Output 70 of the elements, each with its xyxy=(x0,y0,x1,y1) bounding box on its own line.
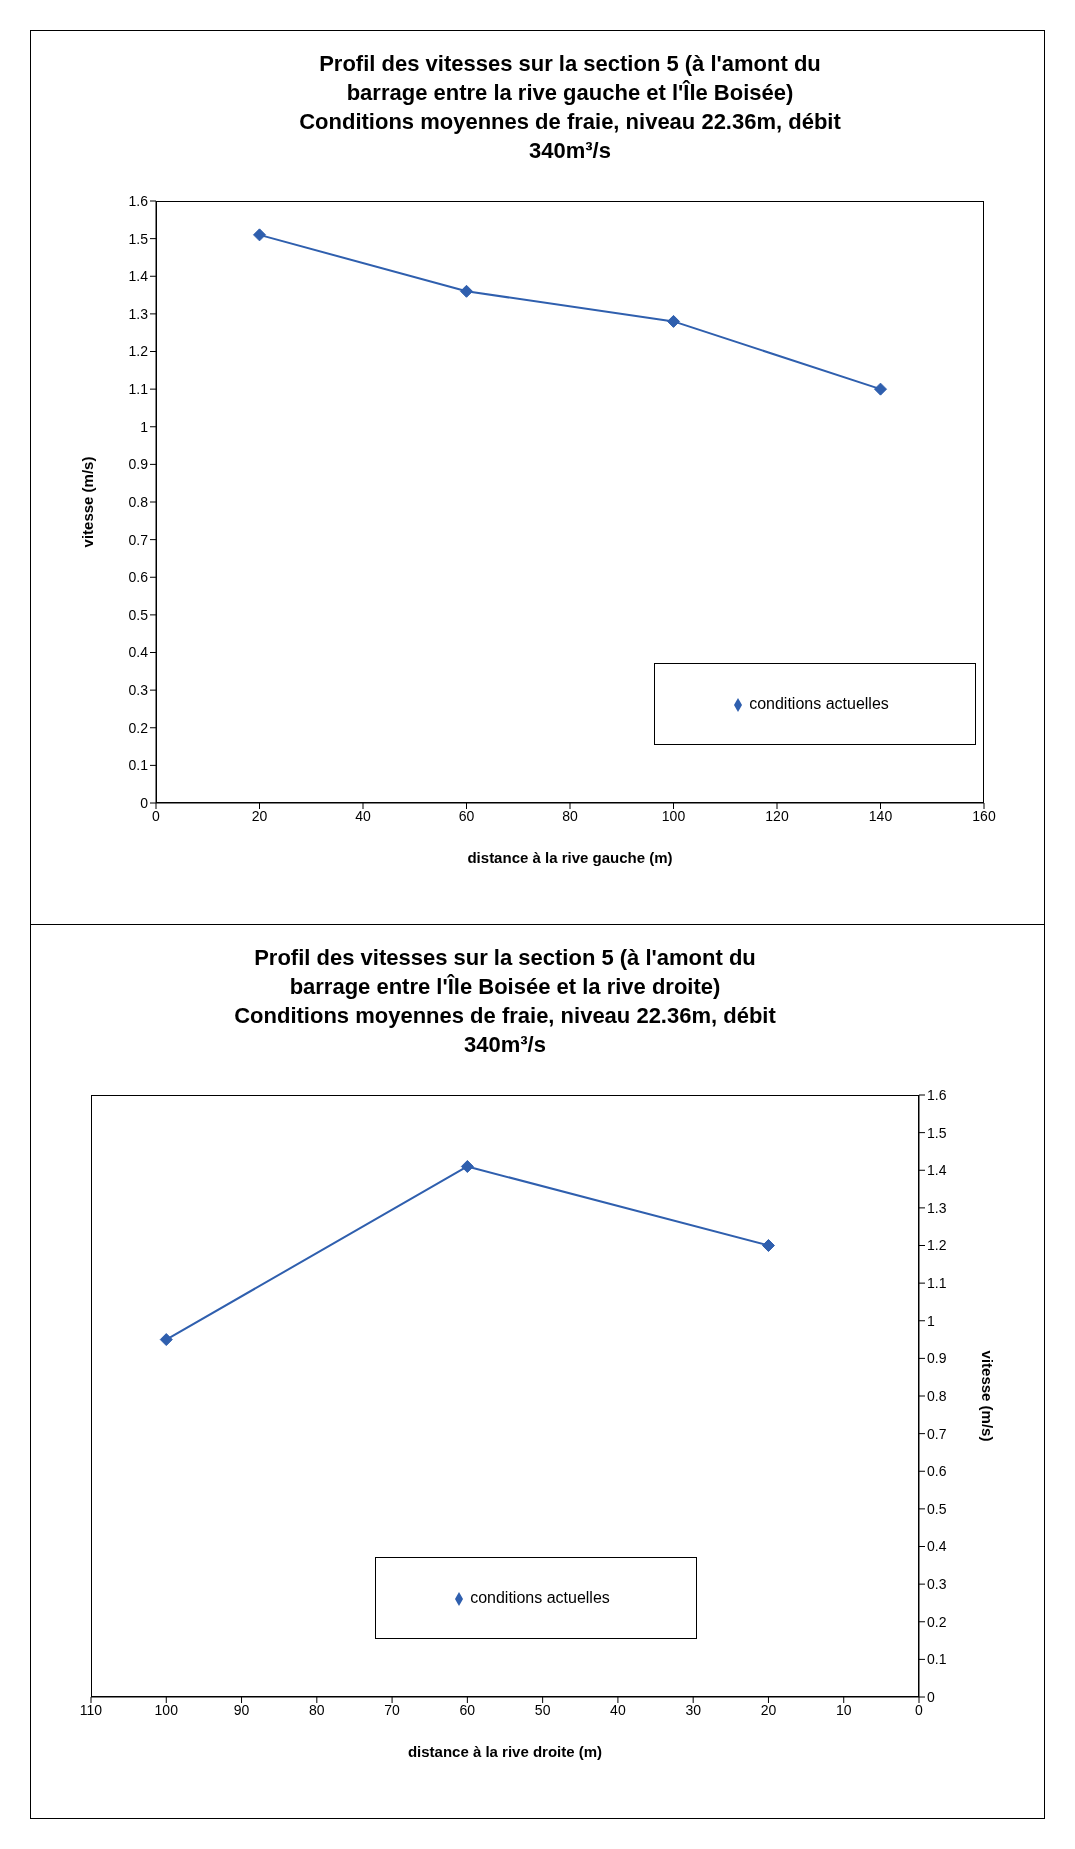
x-tick-label: 70 xyxy=(384,1701,401,1718)
chart-title: Profil des vitesses sur la section 5 (à l'amont du barrage entre l'Île Boisée et la rive droite) Conditions moyennes de fraie, niveau 22.36m, débit 340m³/s xyxy=(233,944,777,1059)
x-tick-label: 80 xyxy=(309,1701,325,1718)
y-tick-label: 1.5 xyxy=(927,1124,947,1141)
y-tick-label: 0.4 xyxy=(128,644,149,661)
y-tick-label: 1.1 xyxy=(927,1275,947,1292)
y-tick-label: 1 xyxy=(927,1312,935,1329)
point xyxy=(460,284,473,298)
x-tick-label: 90 xyxy=(233,1701,250,1718)
y-tick-label: 0.2 xyxy=(927,1613,947,1630)
point xyxy=(874,382,887,396)
y-tick-label: 0.5 xyxy=(128,606,149,623)
y-tick-label: 1.2 xyxy=(927,1237,947,1254)
legend-label: conditions actuelles xyxy=(749,695,889,712)
x-tick-label: 60 xyxy=(459,1701,476,1718)
point xyxy=(253,228,266,242)
x-tick-label: 0 xyxy=(915,1701,924,1718)
x-tick-label: 20 xyxy=(760,1701,777,1718)
y-tick-label: 0.7 xyxy=(927,1425,947,1442)
x-tick-label: 10 xyxy=(835,1701,852,1718)
y-tick-label: 0.2 xyxy=(128,719,149,736)
y-tick-label: 1 xyxy=(140,418,149,435)
y-tick-label: 0 xyxy=(927,1688,935,1705)
x-tick-label: 120 xyxy=(765,807,789,824)
x-tick-label: 100 xyxy=(154,1701,179,1718)
y-tick-label: 0.1 xyxy=(927,1651,947,1668)
y-tick-label: 0.7 xyxy=(128,531,149,548)
y-tick-label: 0 xyxy=(140,794,149,811)
y-tick-label: 0.9 xyxy=(927,1350,947,1367)
y-tick-label: 0.6 xyxy=(927,1463,947,1480)
y-tick-label: 0.8 xyxy=(927,1387,947,1404)
y-tick-label: 0.3 xyxy=(128,682,149,699)
y-axis-title: vitesse (m/s) xyxy=(79,456,97,548)
y-tick-label: 1.6 xyxy=(128,192,149,209)
y-axis-title: vitesse (m/s) xyxy=(978,1350,996,1442)
x-tick-label: 160 xyxy=(972,807,996,824)
y-tick-label: 0.8 xyxy=(128,493,149,510)
x-tick-label: 50 xyxy=(534,1701,551,1718)
x-tick-label: 110 xyxy=(79,1701,103,1718)
y-tick-label: 0.5 xyxy=(927,1500,947,1517)
point xyxy=(159,1333,173,1347)
y-tick-label: 1.3 xyxy=(927,1199,947,1216)
x-tick-label: 0 xyxy=(152,807,161,824)
y-tick-label: 1.2 xyxy=(128,343,149,360)
y-tick-label: 0.6 xyxy=(128,569,149,586)
y-tick-label: 0.3 xyxy=(927,1576,947,1593)
x-tick-label: 20 xyxy=(251,807,268,824)
x-tick-label: 100 xyxy=(661,807,686,824)
y-tick-label: 1.6 xyxy=(927,1086,947,1103)
y-tick-label: 0.9 xyxy=(128,456,149,473)
point xyxy=(761,1239,775,1252)
x-tick-label: 30 xyxy=(685,1701,702,1718)
y-tick-label: 1.3 xyxy=(128,305,149,322)
chart-title: Profil des vitesses sur la section 5 (à l'amont du barrage entre la rive gauche et l'Île Boisée) Conditions moyennes de fraie, niveau 22.36m, débit 340m³/s xyxy=(298,50,842,165)
x-tick-label: 40 xyxy=(610,1701,626,1718)
legend-label: conditions actuelles xyxy=(470,1589,610,1606)
point xyxy=(460,1159,474,1173)
x-tick-label: 60 xyxy=(458,807,475,824)
x-axis-title: distance à la rive droite (m) xyxy=(407,1743,603,1760)
y-tick-label: 1.5 xyxy=(128,230,149,247)
point xyxy=(667,314,680,328)
x-axis-title: distance à la rive gauche (m) xyxy=(467,849,673,866)
x-tick-label: 140 xyxy=(868,807,893,824)
y-tick-label: 1.1 xyxy=(128,381,149,398)
y-tick-label: 1.4 xyxy=(927,1162,947,1179)
y-tick-label: 0.4 xyxy=(927,1538,947,1555)
x-tick-label: 40 xyxy=(355,807,371,824)
x-tick-label: 80 xyxy=(562,807,578,824)
y-tick-label: 0.1 xyxy=(128,757,149,774)
y-tick-label: 1.4 xyxy=(128,268,149,285)
